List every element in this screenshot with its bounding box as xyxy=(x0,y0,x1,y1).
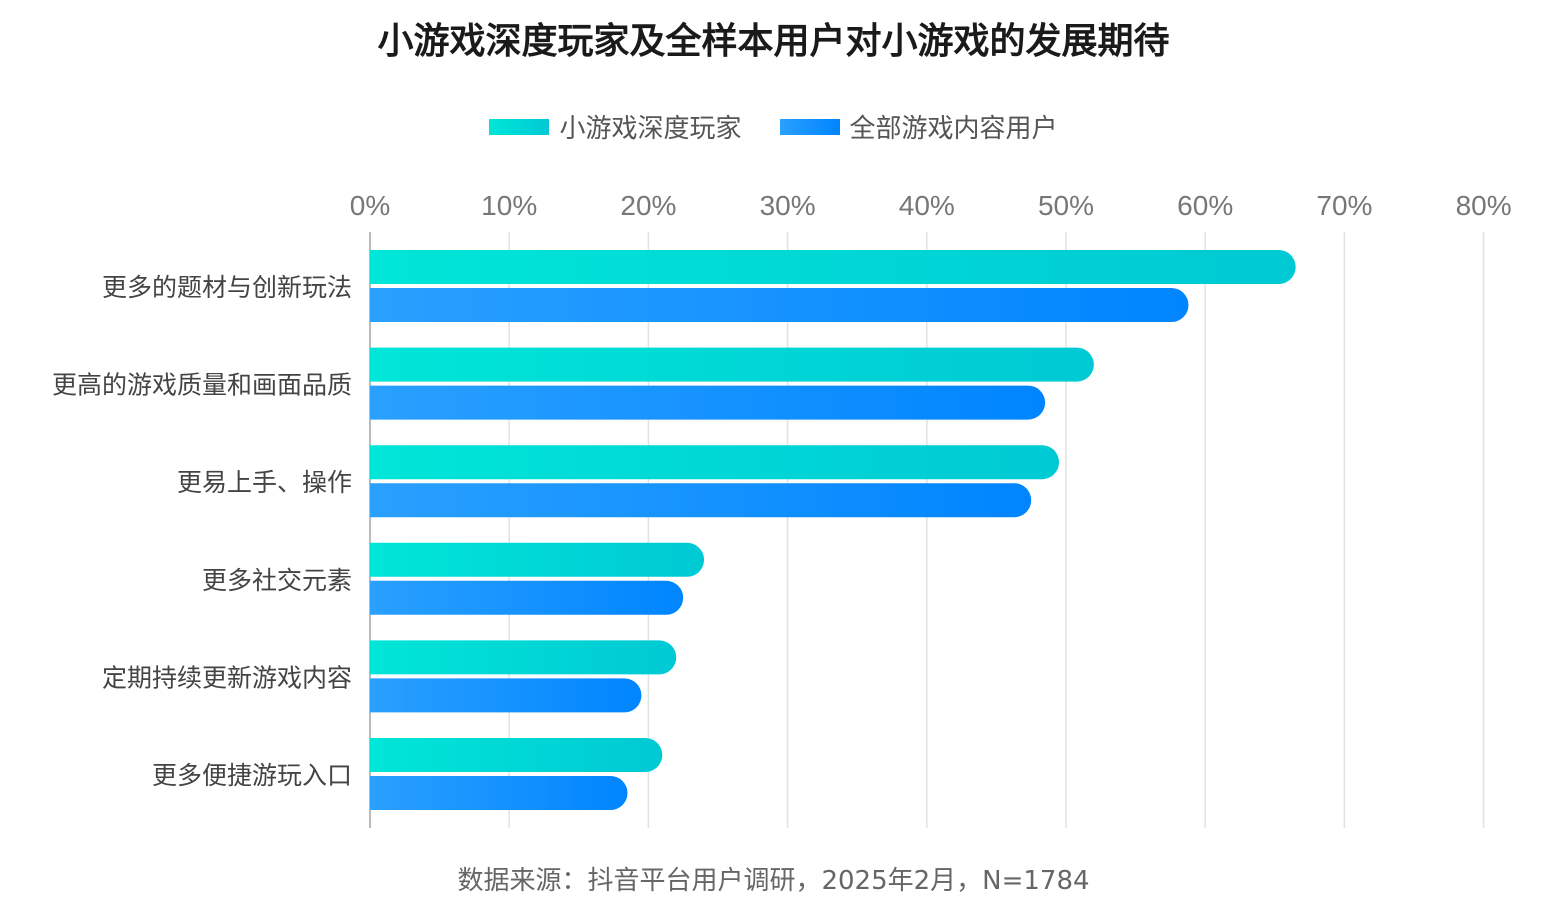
bar-series-1-cat-4 xyxy=(370,542,705,577)
x-tick-label: 0% xyxy=(350,190,390,221)
legend-swatch-series-2 xyxy=(779,118,840,135)
bar-series-1-cat-1 xyxy=(370,250,1296,284)
x-tick-labels: 0% 10% 20% 30% 40% 50% 60% 70% 80% xyxy=(350,190,1512,221)
legend-item-series-1: 小游戏深度玩家 xyxy=(489,108,742,145)
bar-series-2-cat-2 xyxy=(370,385,1046,420)
x-tick-label: 40% xyxy=(899,190,955,221)
category-label: 更多社交元素 xyxy=(202,566,352,595)
bars xyxy=(370,250,1296,810)
bar-series-1-cat-3 xyxy=(370,445,1060,480)
grid-lines xyxy=(369,232,1485,828)
x-tick-label: 60% xyxy=(1177,190,1233,221)
category-label: 更高的游戏质量和画面品质 xyxy=(52,371,352,400)
x-tick-label: 30% xyxy=(760,190,816,221)
x-tick-label: 80% xyxy=(1456,190,1512,221)
bar-series-2-cat-5 xyxy=(370,678,642,713)
category-label: 更易上手、操作 xyxy=(177,468,352,497)
category-label: 定期持续更新游戏内容 xyxy=(102,663,352,692)
legend: 小游戏深度玩家 全部游戏内容用户 xyxy=(0,108,1547,145)
legend-item-series-2: 全部游戏内容用户 xyxy=(779,108,1058,145)
legend-label-series-1: 小游戏深度玩家 xyxy=(559,114,742,144)
bar-series-1-cat-6 xyxy=(370,738,663,772)
x-tick-label: 10% xyxy=(481,190,537,221)
x-tick-label: 70% xyxy=(1316,190,1372,221)
bar-series-2-cat-4 xyxy=(370,580,684,615)
x-tick-label: 20% xyxy=(620,190,676,221)
bar-series-1-cat-5 xyxy=(370,640,677,675)
legend-swatch-series-1 xyxy=(489,118,550,135)
category-labels: 更多的题材与创新玩法更高的游戏质量和画面品质更易上手、操作更多社交元素定期持续更… xyxy=(52,273,352,790)
x-tick-label: 50% xyxy=(1038,190,1094,221)
chart-title: 小游戏深度玩家及全样本用户对小游戏的发展期待 xyxy=(377,21,1170,62)
legend-label-series-2: 全部游戏内容用户 xyxy=(849,114,1058,144)
bar-series-1-cat-2 xyxy=(370,347,1094,382)
bar-series-2-cat-3 xyxy=(370,483,1032,518)
source-note: 数据来源：抖音平台用户调研，2025年2月，N=1784 xyxy=(457,866,1090,896)
category-label: 更多便捷游玩入口 xyxy=(152,761,352,790)
bar-series-2-cat-1 xyxy=(370,288,1189,322)
bar-series-2-cat-6 xyxy=(370,776,628,810)
category-label: 更多的题材与创新玩法 xyxy=(102,273,352,302)
